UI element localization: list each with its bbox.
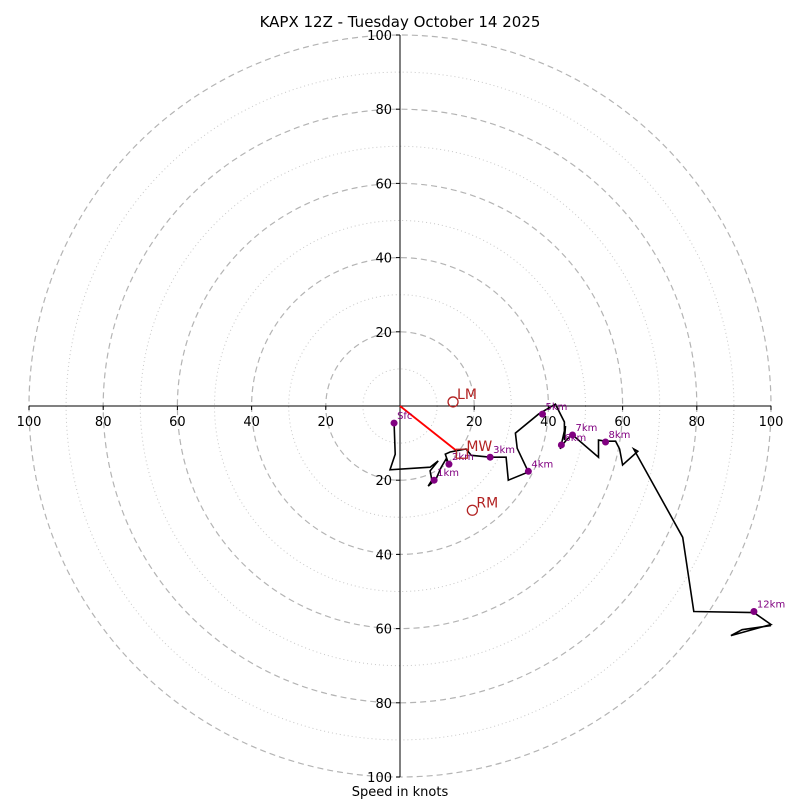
x-tick-label: 100 [759, 415, 784, 430]
y-tick-label: 100 [367, 29, 392, 44]
marker-label-6km: 6km [564, 433, 586, 444]
tick-labels: 100 80 60 40 20 20 40 60 80 100100806040202040608… [17, 29, 784, 786]
marker-8km [602, 438, 610, 446]
y-tick-label: 20 [375, 474, 392, 489]
motion-marker-RM [466, 504, 478, 516]
mean-wind-vector [399, 405, 458, 452]
x-tick-label: 40 [540, 415, 557, 430]
marker-6km [557, 441, 565, 449]
x-tick-label: 40 [243, 415, 260, 430]
x-tick-label: 80 [689, 415, 706, 430]
y-tick-label: 60 [375, 177, 392, 192]
x-axis-label: Speed in knots [352, 785, 449, 800]
motion-marker-MW [455, 448, 468, 459]
marker-3km [486, 453, 494, 461]
y-tick-label: 60 [375, 623, 392, 638]
marker-label-12km: 12km [757, 600, 785, 611]
marker-12km [750, 608, 758, 616]
motion-label-MW: MW [466, 439, 492, 455]
marker-2km [445, 460, 453, 468]
marker-Sfc [390, 419, 398, 427]
marker-label-7km: 7km [576, 423, 598, 434]
marker-label-8km: 8km [609, 430, 631, 441]
marker-label-Sfc: Sfc [397, 411, 412, 422]
marker-7km [569, 431, 577, 439]
x-tick-label: 20 [318, 415, 335, 430]
y-tick-label: 100 [367, 771, 392, 786]
marker-label-5km: 5km [545, 402, 567, 413]
y-tick-label: 80 [375, 103, 392, 118]
y-tick-label: 40 [375, 548, 392, 563]
marker-label-3km: 3km [493, 445, 515, 456]
marker-label-4km: 4km [531, 459, 553, 470]
marker-label-1km: 1km [437, 468, 459, 479]
marker-5km [538, 410, 546, 418]
y-tick-label: 80 [375, 697, 392, 712]
chart-title: KAPX 12Z - Tuesday October 14 2025 [260, 13, 541, 31]
marker-4km [524, 467, 532, 475]
marker-1km [430, 476, 438, 484]
mean-wind-arrow [399, 405, 458, 452]
x-tick-label: 20 [466, 415, 483, 430]
x-tick-label: 60 [169, 415, 186, 430]
storm-motions: LM RM MW [447, 387, 498, 516]
motion-marker-LM [447, 396, 459, 408]
x-tick-label: 80 [95, 415, 112, 430]
motion-label-LM: LM [457, 387, 477, 403]
y-tick-label: 20 [375, 326, 392, 341]
x-tick-label: 100 [17, 415, 42, 430]
motion-label-RM: RM [476, 495, 498, 511]
x-tick-label: 60 [614, 415, 631, 430]
y-tick-label: 40 [375, 252, 392, 267]
